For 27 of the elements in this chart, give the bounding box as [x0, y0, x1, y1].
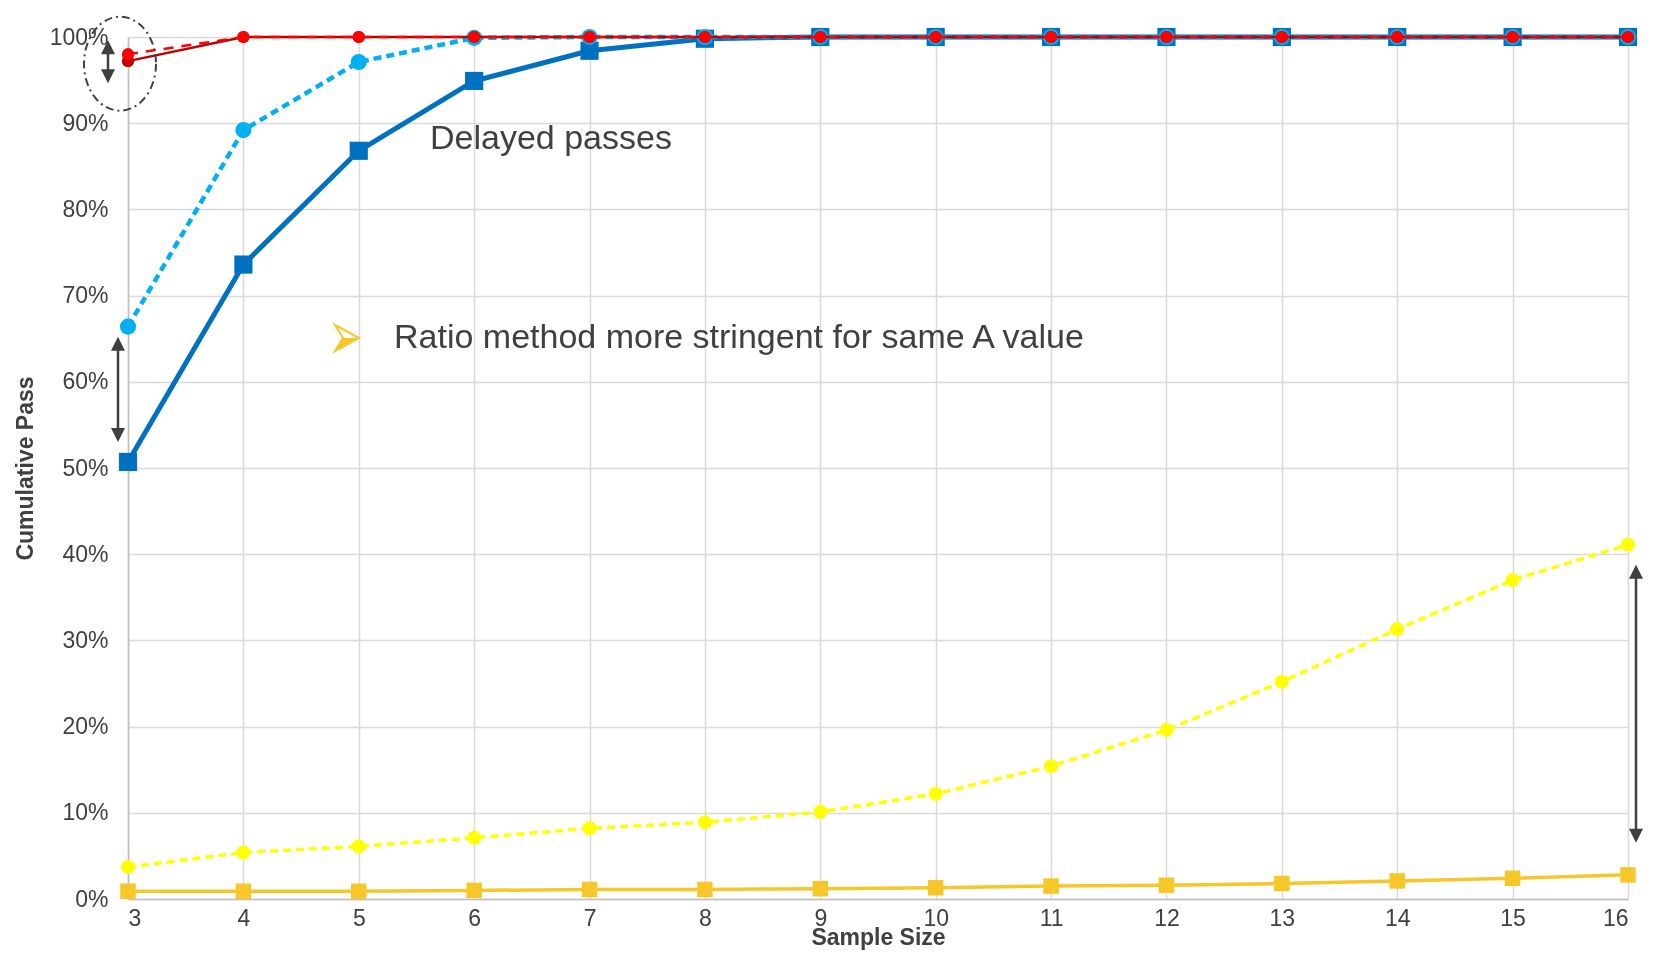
x-tick-label: 5: [352, 904, 366, 931]
x-tick-label: 13: [1269, 904, 1296, 931]
x-tick-label: 12: [1154, 904, 1180, 931]
y-tick-label: 100%: [49, 23, 109, 50]
y-tick-label: 80%: [62, 195, 109, 222]
annotation: Ratio method more stringent for same A value: [394, 317, 1084, 355]
annotation: Delayed passes: [430, 118, 672, 156]
x-tick-label: 8: [699, 904, 712, 931]
x-tick-label: 10: [923, 904, 949, 931]
y-tick-label: 60%: [62, 368, 109, 395]
x-tick-label: 6: [468, 904, 482, 931]
y-tick-label: 10%: [62, 799, 109, 826]
y-tick-label: 50%: [62, 454, 109, 481]
y-axis-title: Cumulative Pass: [11, 376, 38, 561]
x-tick-label: 4: [237, 904, 251, 931]
x-tick-label: 14: [1384, 904, 1411, 931]
x-tick-label: 11: [1039, 904, 1064, 931]
x-tick-label: 15: [1500, 904, 1526, 931]
y-tick-label: 0%: [75, 885, 109, 912]
x-tick-label: 16: [1602, 904, 1629, 931]
x-tick-label: 3: [128, 904, 142, 931]
y-tick-label: 40%: [62, 540, 109, 567]
y-tick-label: 70%: [62, 282, 109, 309]
x-tick-label: 7: [583, 904, 597, 931]
y-tick-label: 20%: [62, 713, 109, 740]
y-tick-label: 90%: [62, 109, 109, 136]
y-tick-label: 30%: [62, 626, 109, 653]
